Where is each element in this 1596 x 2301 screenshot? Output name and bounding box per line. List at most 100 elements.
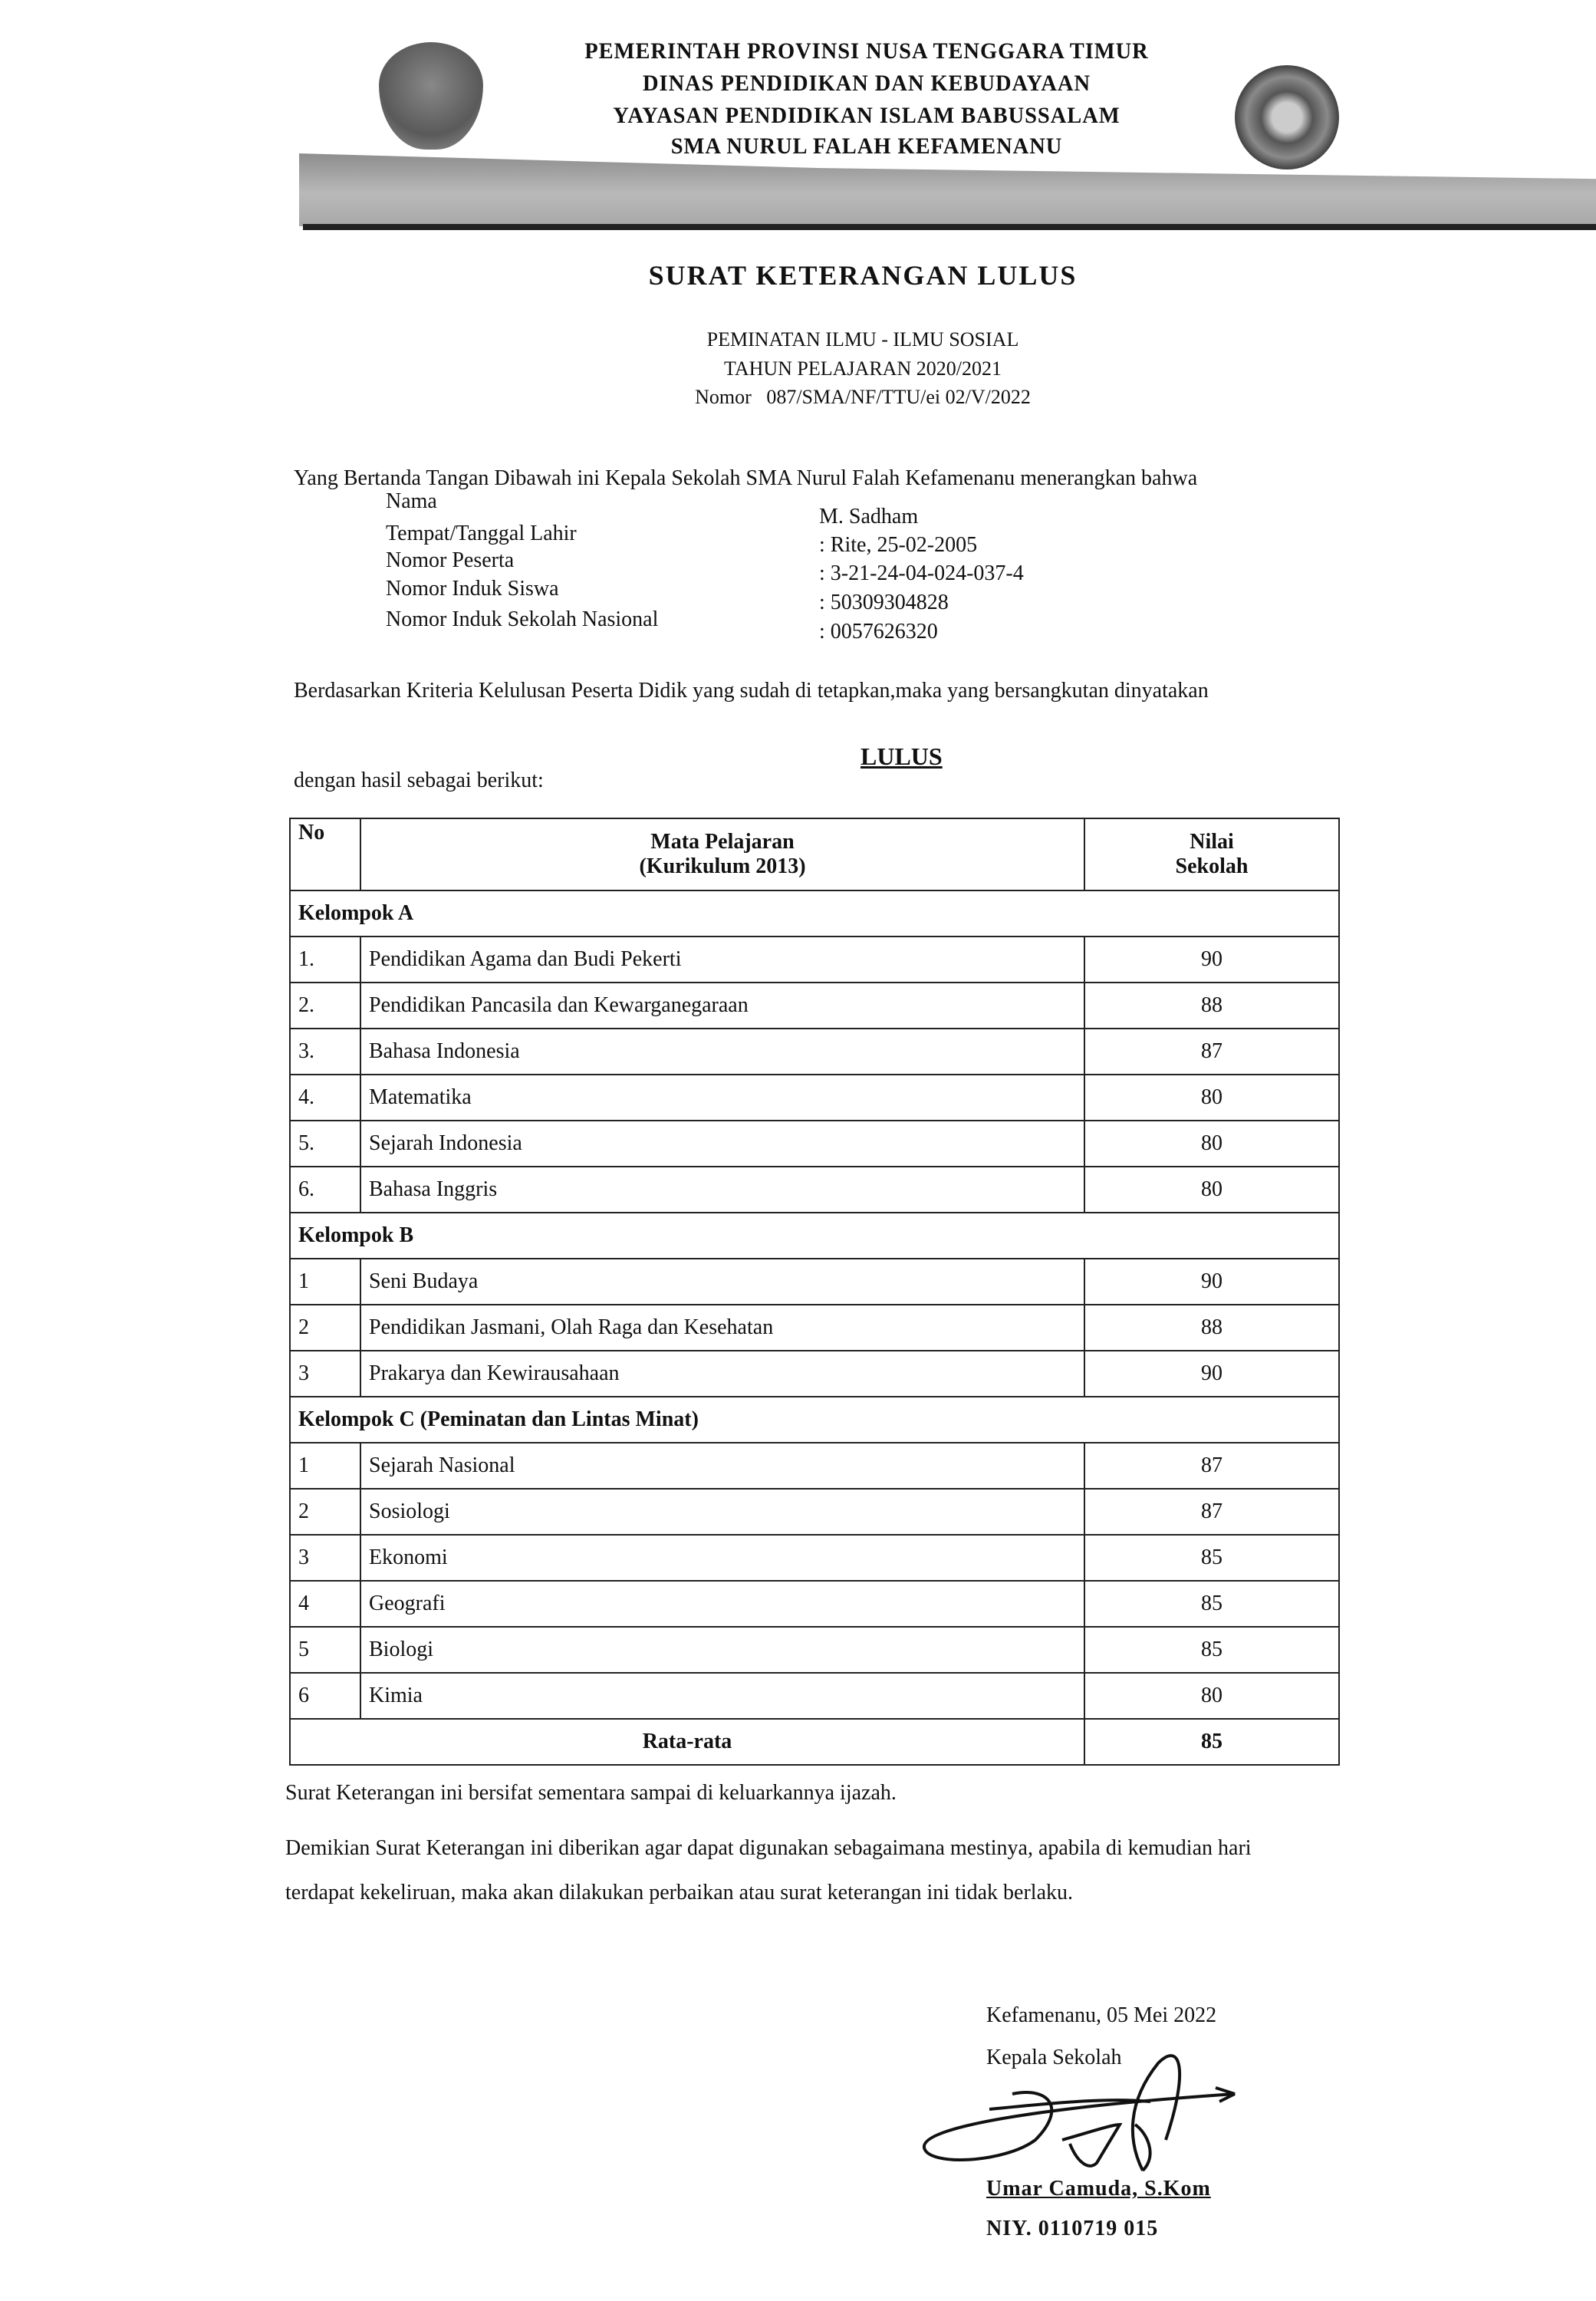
table-row: 3 Prakarya dan Kewirausahaan 90 — [289, 1350, 1340, 1397]
row-score: 88 — [1084, 982, 1340, 1029]
field-value-participant-no: : 3-21-24-04-024-037-4 — [819, 561, 1024, 585]
letterhead-line-3: YAYASAN PENDIDIKAN ISLAM BABUSSALAM — [613, 103, 1120, 128]
row-number: 1 — [289, 1442, 361, 1490]
signature-role: Kepala Sekolah — [986, 2046, 1122, 2069]
signatory-name: Umar Camuda, S.Kom — [986, 2177, 1211, 2201]
table-row: 6 Kimia 80 — [289, 1672, 1340, 1720]
row-score: 87 — [1084, 1028, 1340, 1075]
field-label-student-no: Nomor Induk Siswa — [386, 577, 559, 601]
row-score: 80 — [1084, 1074, 1340, 1121]
letterhead-line-2: DINAS PENDIDIKAN DAN KEBUDAYAAN — [643, 71, 1091, 96]
header-score-sub: Sekolah — [1175, 854, 1249, 878]
letterhead-band — [299, 153, 1596, 226]
group-name: Kelompok A — [289, 890, 1340, 937]
row-score: 90 — [1084, 1258, 1340, 1305]
row-subject: Ekonomi — [360, 1534, 1085, 1582]
row-score: 87 — [1084, 1488, 1340, 1536]
row-number: 2. — [289, 982, 361, 1029]
row-number: 4 — [289, 1580, 361, 1628]
table-row: 4. Matematika 80 — [289, 1074, 1340, 1121]
intro-text: Yang Bertanda Tangan Dibawah ini Kepala … — [294, 466, 1198, 490]
row-score: 85 — [1084, 1534, 1340, 1582]
row-subject: Sejarah Indonesia — [360, 1120, 1085, 1167]
table-row: 3 Ekonomi 85 — [289, 1534, 1340, 1582]
row-score: 87 — [1084, 1442, 1340, 1490]
row-number: 4. — [289, 1074, 361, 1121]
row-score: 80 — [1084, 1672, 1340, 1720]
row-number: 3. — [289, 1028, 361, 1075]
table-row: 2 Sosiologi 87 — [289, 1488, 1340, 1536]
row-score: 88 — [1084, 1304, 1340, 1351]
average-score: 85 — [1084, 1718, 1340, 1766]
row-subject: Pendidikan Agama dan Budi Pekerti — [360, 936, 1085, 983]
table-row: 1. Pendidikan Agama dan Budi Pekerti 90 — [289, 936, 1340, 983]
row-number: 6. — [289, 1166, 361, 1213]
row-number: 6 — [289, 1672, 361, 1720]
header-subject: Mata Pelajaran (Kurikulum 2013) — [360, 818, 1085, 891]
letterhead-divider — [303, 224, 1596, 230]
school-seal-logo — [1235, 65, 1339, 170]
footer-line-3: terdapat kekeliruan, maka akan dilakukan… — [285, 1881, 1074, 1904]
signatory-niy: NIY. 0110719 015 — [986, 2217, 1159, 2240]
table-row: 1 Seni Budaya 90 — [289, 1258, 1340, 1305]
table-row: 2. Pendidikan Pancasila dan Kewarganegara… — [289, 982, 1340, 1029]
row-subject: Kimia — [360, 1672, 1085, 1720]
header-no: No — [289, 818, 361, 891]
table-row: 5. Sejarah Indonesia 80 — [289, 1120, 1340, 1167]
field-value-student-no: : 50309304828 — [819, 591, 949, 614]
row-score: 85 — [1084, 1580, 1340, 1628]
group-row: Kelompok B — [289, 1212, 1340, 1259]
group-row: Kelompok C (Peminatan dan Lintas Minat) — [289, 1396, 1340, 1443]
results-intro: dengan hasil sebagai berikut: — [294, 769, 544, 792]
table-row: 2 Pendidikan Jasmani, Olah Raga dan Keseh… — [289, 1304, 1340, 1351]
field-label-nisn: Nomor Induk Sekolah Nasional — [386, 607, 659, 631]
row-number: 2 — [289, 1488, 361, 1536]
row-subject: Pendidikan Pancasila dan Kewarganegaraan — [360, 982, 1085, 1029]
provincial-emblem-logo — [379, 42, 483, 150]
footer-line-2: Demikian Surat Keterangan ini diberikan … — [285, 1836, 1252, 1860]
row-subject: Sejarah Nasional — [360, 1442, 1085, 1490]
row-subject: Biologi — [360, 1626, 1085, 1674]
row-number: 2 — [289, 1304, 361, 1351]
status-lulus: LULUS — [861, 742, 943, 770]
table-row: 1 Sejarah Nasional 87 — [289, 1442, 1340, 1490]
row-number: 1 — [289, 1258, 361, 1305]
row-score: 85 — [1084, 1626, 1340, 1674]
field-label-name: Nama — [386, 489, 437, 513]
table-header-row: No Mata Pelajaran (Kurikulum 2013) Nilai S… — [289, 818, 1340, 891]
document-title: SURAT KETERANGAN LULUS — [648, 260, 1078, 291]
row-number: 3 — [289, 1534, 361, 1582]
row-score: 90 — [1084, 1350, 1340, 1397]
row-subject: Bahasa Inggris — [360, 1166, 1085, 1213]
table-row: 4 Geografi 85 — [289, 1580, 1340, 1628]
row-subject: Geografi — [360, 1580, 1085, 1628]
group-name: Kelompok C (Peminatan dan Lintas Minat) — [289, 1396, 1340, 1443]
field-label-birth: Tempat/Tanggal Lahir — [386, 522, 577, 545]
row-score: 80 — [1084, 1120, 1340, 1167]
document-number: Nomor 087/SMA/NF/TTU/ei 02/V/2022 — [695, 386, 1031, 408]
header-subject-curriculum: (Kurikulum 2013) — [639, 854, 806, 878]
footer-line-1: Surat Keterangan ini bersifat sementara … — [285, 1781, 897, 1805]
row-subject: Sosiologi — [360, 1488, 1085, 1536]
average-label: Rata-rata — [289, 1718, 1085, 1766]
row-subject: Bahasa Indonesia — [360, 1028, 1085, 1075]
header-score-label: Nilai — [1190, 830, 1234, 854]
field-label-participant-no: Nomor Peserta — [386, 548, 515, 572]
field-value-name: M. Sadham — [819, 505, 919, 528]
subtitle-peminatan: PEMINATAN ILMU - ILMU SOSIAL — [706, 328, 1019, 351]
grades-table: No Mata Pelajaran (Kurikulum 2013) Nilai S… — [289, 818, 1340, 1766]
row-number: 5 — [289, 1626, 361, 1674]
row-subject: Prakarya dan Kewirausahaan — [360, 1350, 1085, 1397]
signature-place-date: Kefamenanu, 05 Mei 2022 — [986, 2003, 1217, 2027]
row-subject: Matematika — [360, 1074, 1085, 1121]
average-row: Rata-rata 85 — [289, 1718, 1340, 1766]
header-subject-label: Mata Pelajaran — [650, 830, 795, 854]
row-subject: Pendidikan Jasmani, Olah Raga dan Keseha… — [360, 1304, 1085, 1351]
group-row: Kelompok A — [289, 890, 1340, 937]
row-number: 1. — [289, 936, 361, 983]
row-score: 90 — [1084, 936, 1340, 983]
row-number: 3 — [289, 1350, 361, 1397]
field-value-birth: : Rite, 25-02-2005 — [819, 533, 978, 557]
letterhead-line-4: SMA NURUL FALAH KEFAMENANU — [670, 133, 1063, 159]
header-score: Nilai Sekolah — [1084, 818, 1340, 891]
